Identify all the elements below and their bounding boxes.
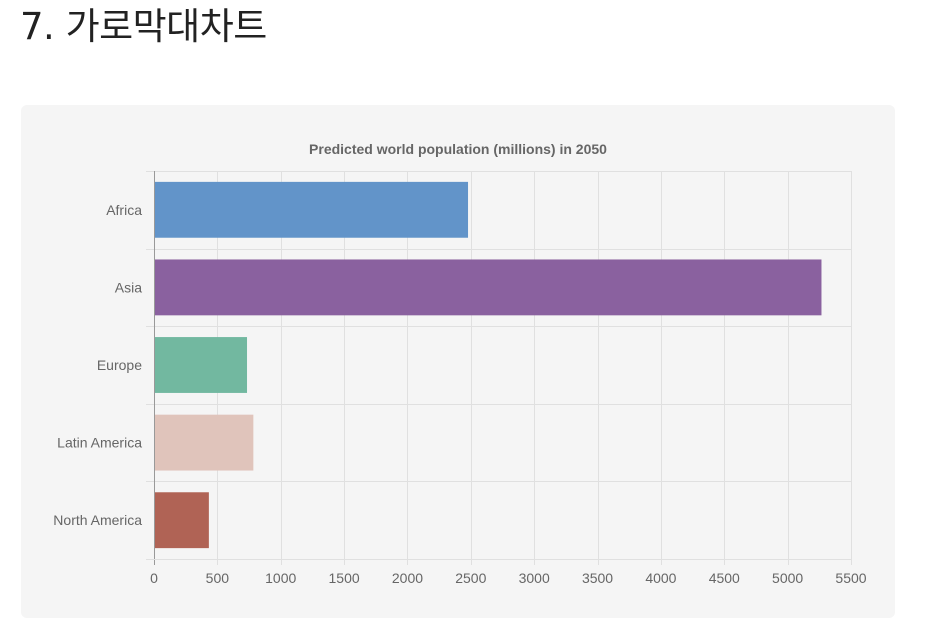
x-tick-label: 4500 (709, 570, 740, 586)
y-category-label: Latin America (57, 435, 142, 451)
x-tick-label: 4000 (645, 570, 676, 586)
y-category-label: Africa (106, 202, 142, 218)
y-category-label: Europe (97, 357, 142, 373)
chart-card: Predicted world population (millions) in… (21, 105, 895, 618)
x-tick-label: 3500 (582, 570, 613, 586)
x-tick-label: 5000 (772, 570, 803, 586)
x-tick-label: 2500 (455, 570, 486, 586)
bar-latin-america[interactable] (154, 414, 254, 471)
bar-europe[interactable] (154, 337, 248, 393)
bar-asia[interactable] (154, 259, 822, 316)
y-category-label: Asia (115, 279, 142, 295)
x-tick-label: 5500 (835, 570, 866, 586)
x-tick-label: 2000 (392, 570, 423, 586)
bars (154, 181, 822, 549)
x-tick-label: 1000 (265, 570, 296, 586)
bar-chart: Predicted world population (millions) in… (53, 141, 866, 586)
axes (146, 171, 851, 565)
x-tick-label: 500 (206, 570, 230, 586)
labels: 0 500 1000 1500 2000 2500 3000 3500 4000 4500 5000… (53, 202, 866, 586)
chart-title: Predicted world population (millions) in… (309, 141, 607, 157)
x-tick-label: 0 (150, 570, 158, 586)
bar-africa[interactable] (154, 181, 469, 238)
y-category-label: North America (53, 512, 142, 528)
x-tick-label: 3000 (519, 570, 550, 586)
bar-north-america[interactable] (154, 492, 209, 549)
x-tick-label: 1500 (329, 570, 360, 586)
page-title: 7. 가로막대차트 (20, 5, 267, 48)
